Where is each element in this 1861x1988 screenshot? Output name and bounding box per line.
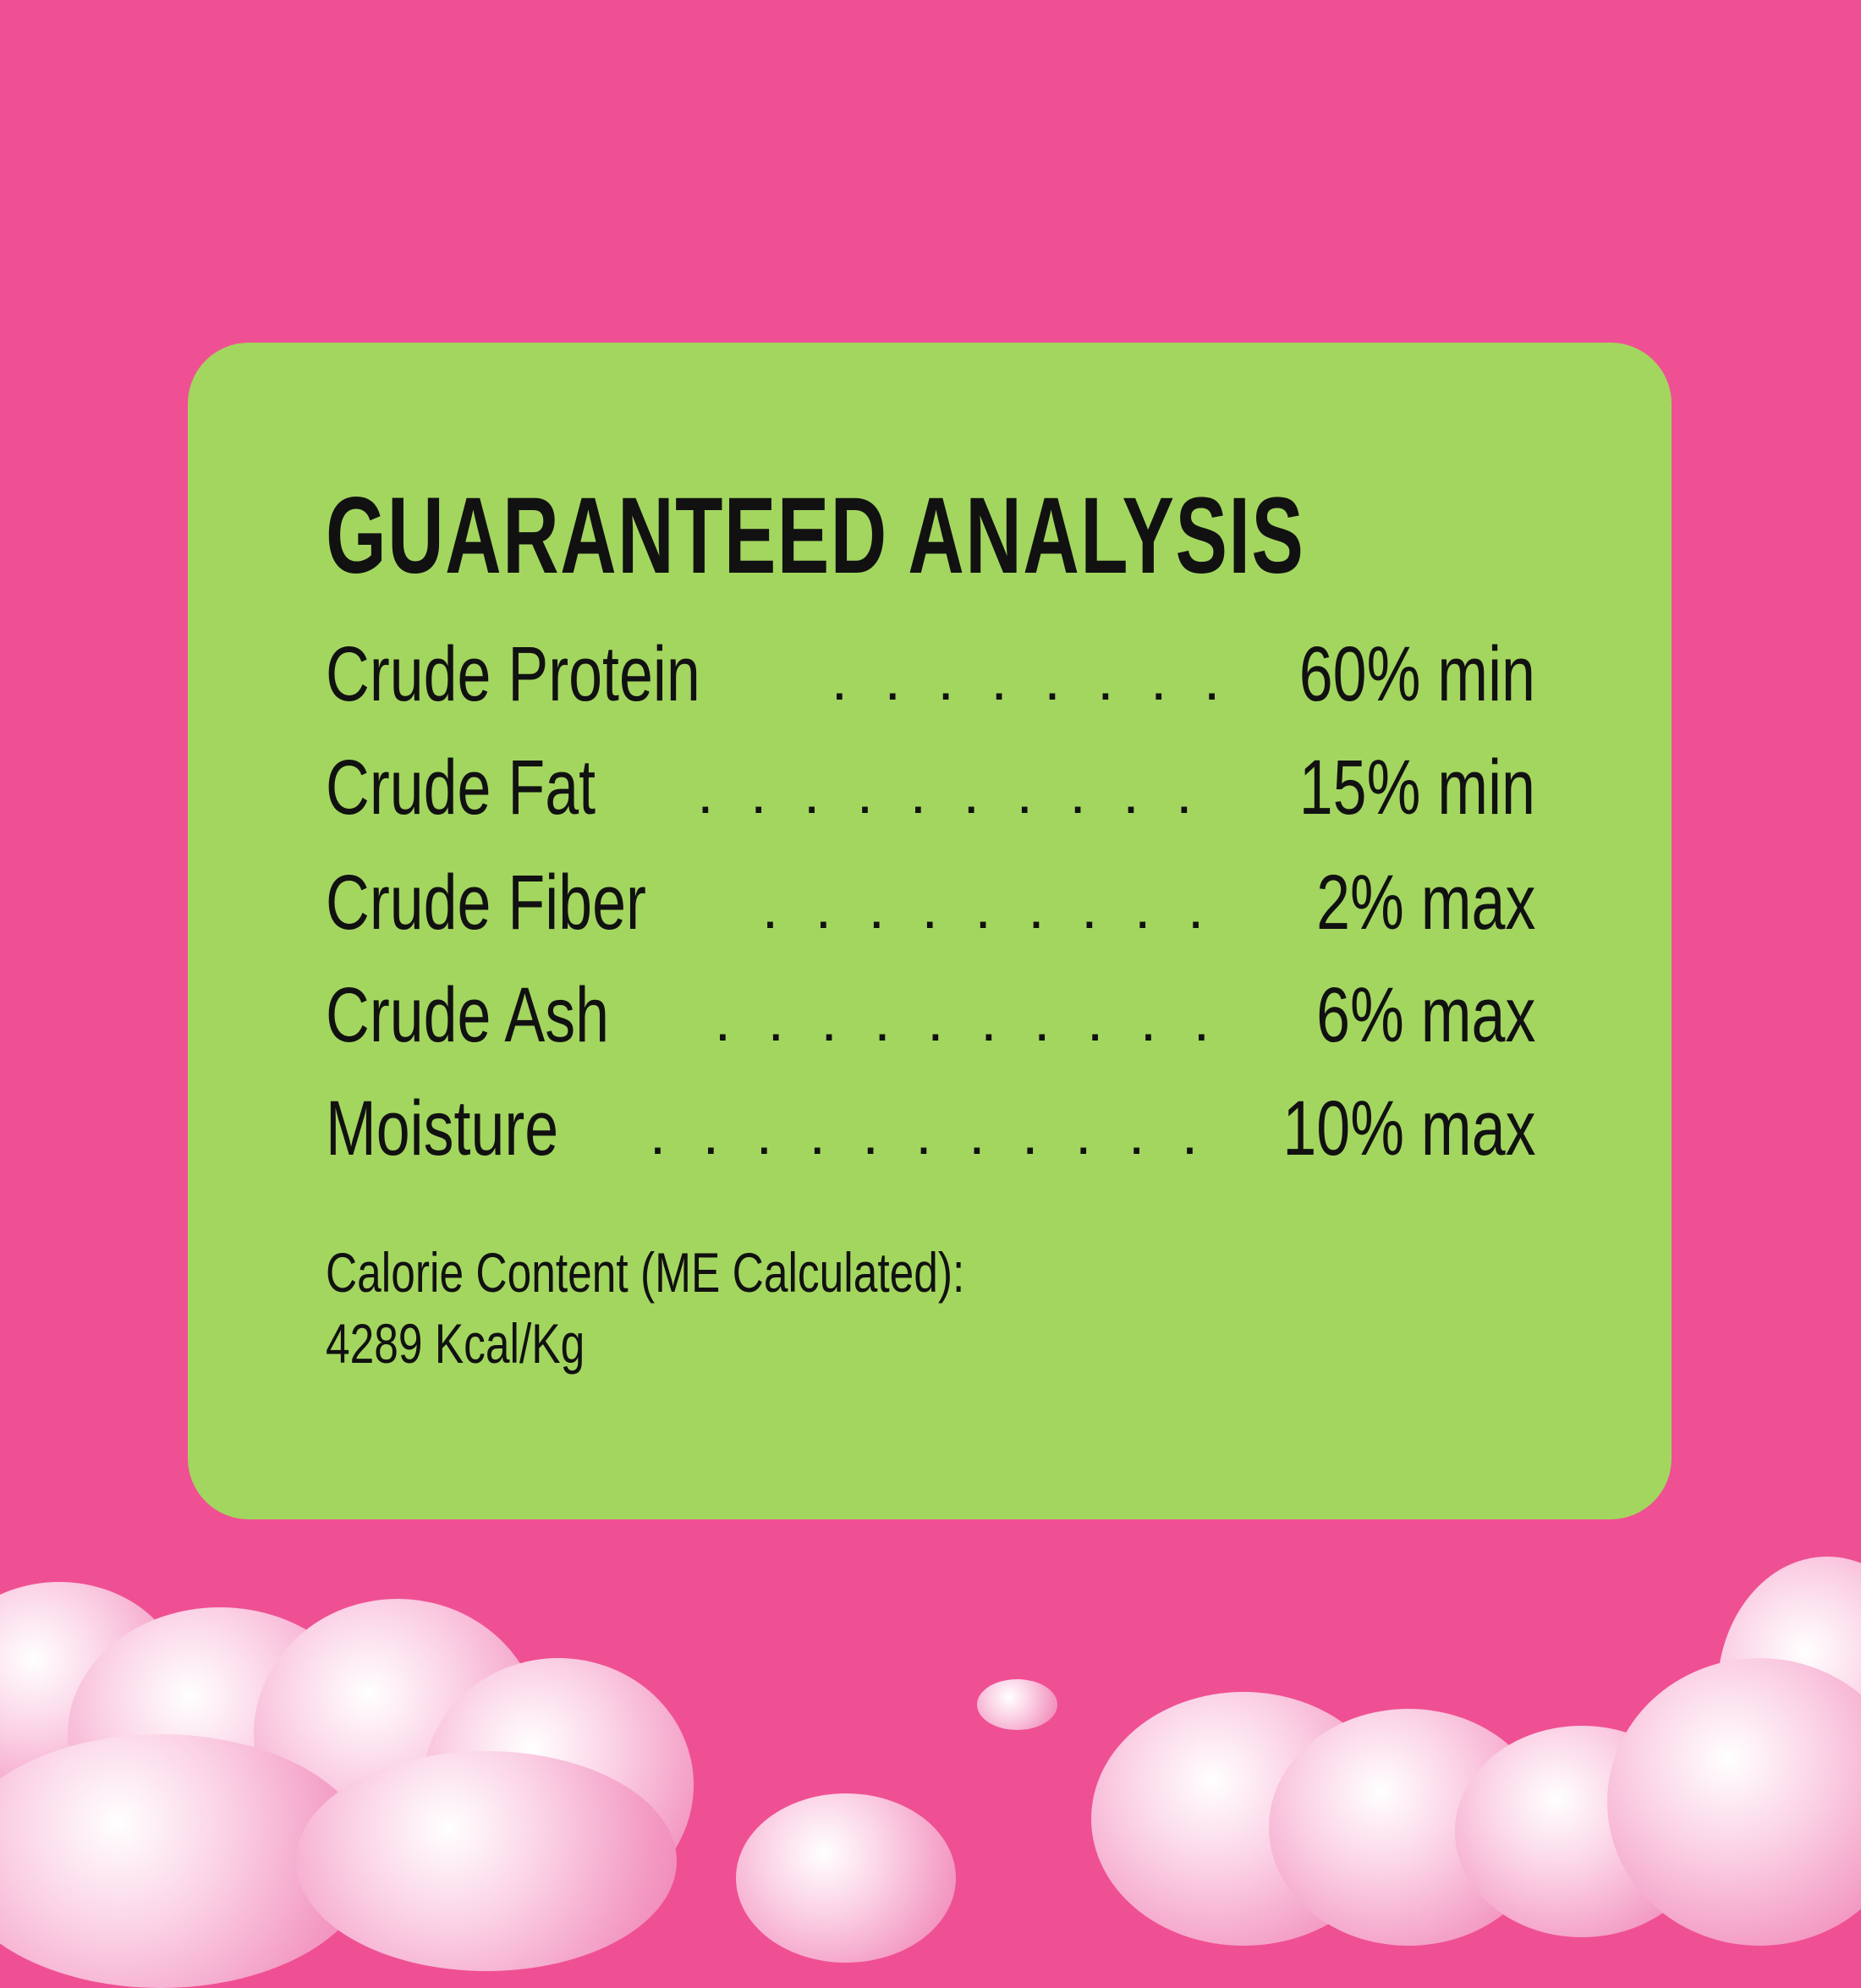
calorie-label: Calorie Content (ME Calculated): [326,1241,965,1304]
leader-dots: . . . . . . . . . . . . . . . . . . . . … [697,763,1221,822]
leader-dots: . . . . . . . . . . . . . . . . . . . . … [714,991,1243,1050]
row-label: Crude Ash [326,972,610,1058]
row-label: Moisture [326,1085,559,1172]
page-title: GUARANTEED ANALYSIS [326,475,1305,596]
row-value: 15% min [1298,744,1535,831]
analysis-row: Moisture . . . . . . . . . . . . . . . .… [326,1080,1535,1173]
cloud [296,1751,677,1971]
analysis-row: Crude Protein . . . . . . . . . . . . . … [326,626,1535,719]
row-value: 6% max [1315,972,1535,1058]
row-value: 60% min [1298,631,1535,717]
cloud [736,1793,956,1963]
analysis-row: Crude Fat . . . . . . . . . . . . . . . … [326,739,1535,832]
row-label: Crude Fiber [326,859,646,946]
row-label: Crude Fat [326,744,596,831]
analysis-row: Crude Fiber . . . . . . . . . . . . . . … [326,854,1535,947]
calorie-value: 4289 Kcal/Kg [326,1312,585,1375]
cloud [977,1679,1057,1730]
row-label: Crude Protein [326,631,700,717]
leader-dots: . . . . . . . . . . . . . . . . . . . . … [831,650,1221,709]
row-value: 10% max [1282,1085,1535,1172]
analysis-row: Crude Ash . . . . . . . . . . . . . . . … [326,967,1535,1060]
analysis-card [188,343,1672,1519]
leader-dots: . . . . . . . . . . . . . . . . . . . . … [649,1104,1199,1163]
row-value: 2% max [1315,859,1535,946]
leader-dots: . . . . . . . . . . . . . . . . . . . . … [761,878,1243,937]
